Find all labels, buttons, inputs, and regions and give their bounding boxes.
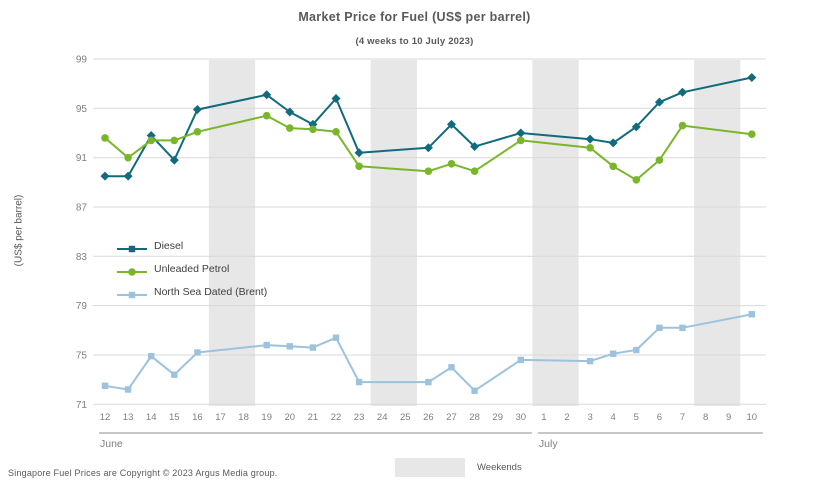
chart-title: Market Price for Fuel (US$ per barrel) xyxy=(298,10,531,24)
copyright-note: Singapore Fuel Prices are Copyright © 20… xyxy=(8,468,278,478)
legend-item-diesel: Diesel xyxy=(117,234,267,257)
svg-text:16: 16 xyxy=(192,412,203,423)
svg-text:1: 1 xyxy=(541,412,546,423)
svg-text:19: 19 xyxy=(261,412,272,423)
svg-text:13: 13 xyxy=(123,412,134,423)
svg-text:June: June xyxy=(100,438,123,450)
chart-subtitle: (4 weeks to 10 July 2023) xyxy=(355,36,474,47)
diesel-line-swatch xyxy=(117,241,147,252)
svg-text:July: July xyxy=(539,438,558,450)
legend-label-brent: North Sea Dated (Brent) xyxy=(154,285,268,298)
weekend-band-swatch xyxy=(395,458,465,477)
svg-text:18: 18 xyxy=(238,412,249,423)
legend-label-diesel: Diesel xyxy=(154,239,184,252)
svg-text:27: 27 xyxy=(446,412,457,423)
svg-text:21: 21 xyxy=(308,412,319,423)
svg-text:87: 87 xyxy=(76,203,88,214)
svg-text:8: 8 xyxy=(703,412,708,423)
brent-line-swatch xyxy=(117,287,147,298)
svg-text:91: 91 xyxy=(76,153,88,164)
svg-text:24: 24 xyxy=(377,412,388,423)
svg-text:30: 30 xyxy=(516,412,527,423)
svg-text:99: 99 xyxy=(76,55,88,66)
svg-text:26: 26 xyxy=(423,412,434,423)
svg-text:15: 15 xyxy=(169,412,180,423)
weekend-legend-label: Weekends xyxy=(477,462,522,473)
svg-text:28: 28 xyxy=(469,412,480,423)
svg-text:25: 25 xyxy=(400,412,411,423)
series-legend: Diesel Unleaded Petrol North Sea Dated (… xyxy=(117,234,267,303)
svg-text:75: 75 xyxy=(76,351,88,362)
svg-text:95: 95 xyxy=(76,104,88,115)
svg-text:20: 20 xyxy=(285,412,296,423)
svg-text:10: 10 xyxy=(747,412,758,423)
svg-text:22: 22 xyxy=(331,412,342,423)
legend-item-unleaded-petrol: Unleaded Petrol xyxy=(117,257,267,280)
legend-label-unleaded-petrol: Unleaded Petrol xyxy=(154,262,230,275)
svg-text:7: 7 xyxy=(680,412,685,423)
svg-text:2: 2 xyxy=(564,412,569,423)
svg-text:23: 23 xyxy=(354,412,365,423)
svg-text:79: 79 xyxy=(76,301,88,312)
unleaded-petrol-line-swatch xyxy=(117,264,147,276)
legend-item-brent: North Sea Dated (Brent) xyxy=(117,280,267,303)
svg-text:6: 6 xyxy=(657,412,662,423)
svg-text:5: 5 xyxy=(634,412,639,423)
svg-text:12: 12 xyxy=(100,412,111,423)
svg-text:9: 9 xyxy=(726,412,731,423)
svg-text:17: 17 xyxy=(215,412,226,423)
svg-text:4: 4 xyxy=(611,412,616,423)
svg-text:29: 29 xyxy=(492,412,503,423)
svg-text:71: 71 xyxy=(76,400,88,411)
svg-text:14: 14 xyxy=(146,412,157,423)
svg-text:3: 3 xyxy=(587,412,592,423)
svg-text:83: 83 xyxy=(76,252,88,263)
weekend-legend: Weekends xyxy=(395,458,522,477)
